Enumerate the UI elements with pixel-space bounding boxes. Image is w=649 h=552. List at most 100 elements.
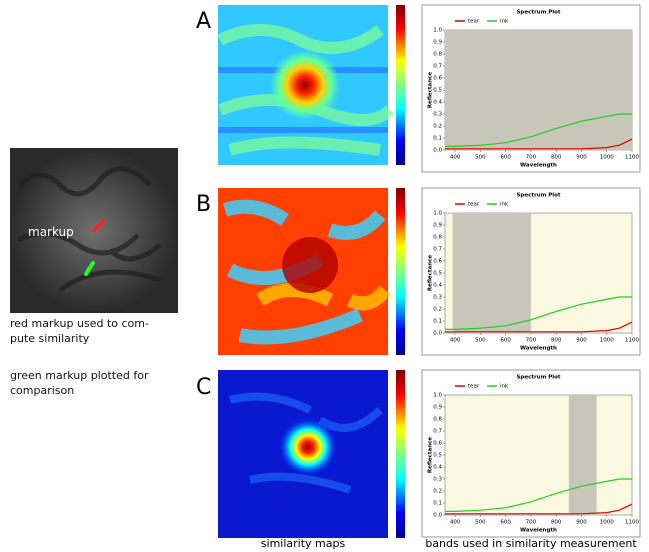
y-tick-label: 0.5 xyxy=(433,271,442,277)
legend-label: tear xyxy=(468,202,480,208)
x-tick-label: 800 xyxy=(551,520,562,526)
x-tick-label: 500 xyxy=(475,155,486,161)
colorbar xyxy=(396,5,405,165)
x-tick-label: 700 xyxy=(526,520,537,526)
plot-area xyxy=(444,394,633,516)
x-tick-label: 1000 xyxy=(600,520,614,526)
x-tick-label: 600 xyxy=(500,338,511,344)
x-tick-label: 400 xyxy=(450,338,461,344)
y-tick-label: 0.3 xyxy=(433,112,442,118)
caption: bands used in similarity measurement xyxy=(425,537,637,550)
x-tick-label: 1100 xyxy=(625,338,639,344)
panel-label: C xyxy=(196,375,211,400)
x-tick-label: 800 xyxy=(551,155,562,161)
y-tick-label: 0.4 xyxy=(433,100,442,106)
x-axis-label: Wavelength xyxy=(520,346,557,352)
y-tick-label: 0.7 xyxy=(433,247,442,253)
legend-label: ink xyxy=(500,19,509,25)
y-tick-label: 0.6 xyxy=(433,259,442,265)
y-tick-label: 0.4 xyxy=(433,465,442,471)
y-tick-label: 1.0 xyxy=(433,28,442,34)
markup-label: markup xyxy=(28,225,74,239)
note-line: red markup used to com- xyxy=(10,317,149,330)
y-axis-label: Reflectance xyxy=(428,72,434,109)
series-line xyxy=(445,296,632,330)
y-tick-label: 0.8 xyxy=(433,52,442,58)
x-tick-label: 900 xyxy=(576,155,587,161)
y-tick-label: 0.8 xyxy=(433,235,442,241)
series-line xyxy=(445,113,632,147)
y-tick-label: 1.0 xyxy=(433,393,442,399)
y-tick-label: 0.8 xyxy=(433,417,442,423)
y-tick-label: 0.3 xyxy=(433,477,442,483)
x-tick-label: 900 xyxy=(576,338,587,344)
y-tick-label: 0.2 xyxy=(433,307,442,313)
y-tick-label: 0.6 xyxy=(433,441,442,447)
y-tick-label: 0.2 xyxy=(433,489,442,495)
y-tick-label: 0.0 xyxy=(433,513,442,519)
band xyxy=(568,395,597,515)
y-tick-label: 0.9 xyxy=(433,40,442,46)
x-tick-label: 1000 xyxy=(600,338,614,344)
band xyxy=(445,30,632,150)
source-image xyxy=(10,148,178,313)
x-tick-label: 900 xyxy=(576,520,587,526)
x-tick-label: 1100 xyxy=(625,155,639,161)
x-tick-label: 700 xyxy=(526,338,537,344)
x-tick-label: 1100 xyxy=(625,520,639,526)
y-tick-label: 0.7 xyxy=(433,64,442,70)
caption: similarity maps xyxy=(261,537,346,550)
y-tick-label: 0.0 xyxy=(433,148,442,154)
similarity-map xyxy=(218,188,391,355)
series-line xyxy=(445,138,633,150)
y-axis-label: Reflectance xyxy=(428,255,434,292)
y-tick-label: 0.2 xyxy=(433,124,442,130)
x-tick-label: 1000 xyxy=(600,155,614,161)
colorbar xyxy=(396,370,405,538)
x-axis-label: Wavelength xyxy=(520,528,557,534)
legend-label: ink xyxy=(500,202,509,208)
series-line xyxy=(445,478,632,512)
similarity-map xyxy=(218,370,388,538)
panel-label: A xyxy=(196,9,211,34)
x-tick-label: 400 xyxy=(450,155,461,161)
y-tick-label: 0.3 xyxy=(433,295,442,301)
y-tick-label: 0.9 xyxy=(433,223,442,229)
x-tick-label: 600 xyxy=(500,520,511,526)
series-line xyxy=(445,321,633,333)
panel-label: B xyxy=(196,192,211,217)
y-tick-label: 0.1 xyxy=(433,136,442,142)
similarity-map xyxy=(217,5,395,165)
y-axis-label: Reflectance xyxy=(428,437,434,474)
y-tick-label: 0.0 xyxy=(433,331,442,337)
y-tick-label: 0.7 xyxy=(433,429,442,435)
legend-label: ink xyxy=(500,384,509,390)
x-tick-label: 400 xyxy=(450,520,461,526)
chart-title: Spectrum Plot xyxy=(516,10,560,16)
y-tick-label: 0.6 xyxy=(433,76,442,82)
y-tick-label: 0.5 xyxy=(433,88,442,94)
legend-label: tear xyxy=(468,384,480,390)
y-tick-label: 0.1 xyxy=(433,319,442,325)
y-tick-label: 0.5 xyxy=(433,453,442,459)
chart-title: Spectrum Plot xyxy=(516,193,560,199)
x-tick-label: 500 xyxy=(475,338,486,344)
x-tick-label: 500 xyxy=(475,520,486,526)
x-tick-label: 600 xyxy=(500,155,511,161)
x-tick-label: 800 xyxy=(551,338,562,344)
x-axis-label: Wavelength xyxy=(520,163,557,169)
legend-label: tear xyxy=(468,19,480,25)
y-tick-label: 0.1 xyxy=(433,501,442,507)
x-tick-label: 700 xyxy=(526,155,537,161)
note-line: comparison xyxy=(10,384,74,397)
y-tick-label: 0.4 xyxy=(433,283,442,289)
chart-title: Spectrum Plot xyxy=(516,375,560,381)
y-tick-label: 1.0 xyxy=(433,211,442,217)
series-line xyxy=(445,503,633,515)
note-line: green markup plotted for xyxy=(10,369,149,382)
colorbar xyxy=(396,188,405,355)
note-line: pute similarity xyxy=(10,332,90,345)
y-tick-label: 0.9 xyxy=(433,405,442,411)
band xyxy=(452,213,531,333)
